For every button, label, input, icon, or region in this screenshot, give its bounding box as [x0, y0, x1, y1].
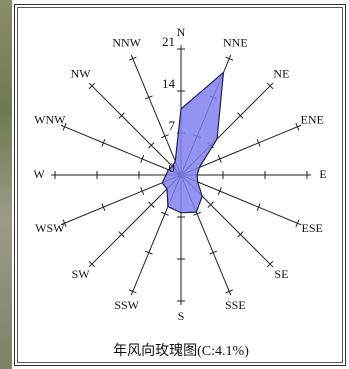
direction-label: NNW [112, 36, 141, 50]
tick-mark [148, 142, 155, 149]
tick-mark [225, 56, 234, 61]
tick-mark [256, 138, 261, 147]
map-strip [0, 0, 12, 369]
frame-inner [17, 7, 343, 363]
tick-mark [266, 260, 274, 268]
axis-line [130, 54, 182, 176]
tick-mark [266, 82, 274, 90]
tick-mark [237, 231, 244, 238]
direction-label: WNW [34, 112, 66, 126]
tick-mark [118, 112, 125, 119]
tick-mark [140, 155, 145, 163]
axis-line [60, 124, 182, 176]
tick-mark [128, 289, 137, 294]
tick-mark [62, 219, 67, 228]
direction-label: SSE [225, 298, 246, 312]
tick-mark [217, 155, 222, 163]
r-tick-label: 7 [169, 118, 176, 133]
tick-mark [140, 187, 145, 195]
chart-title: 年风向玫瑰图(C:4.1%) [113, 343, 249, 359]
tick-mark [62, 122, 67, 131]
direction-label: N [177, 25, 186, 39]
tick-mark [148, 201, 155, 208]
tick-mark [193, 211, 201, 216]
r-tick-label: 0 [169, 160, 176, 175]
axis-line [60, 174, 182, 226]
direction-label: SSW [114, 298, 139, 312]
tick-mark [295, 122, 300, 131]
r-tick-label: 14 [162, 76, 176, 91]
axis-line [180, 124, 302, 176]
direction-label: NW [71, 66, 92, 80]
axis-line [88, 82, 182, 176]
direction-label: ESE [302, 221, 323, 235]
tick-mark [237, 112, 244, 119]
tick-mark [209, 250, 218, 255]
tick-mark [118, 231, 125, 238]
rose: N NNE NE ENE E ESE SE SSE S SSW SW WSW W WNW NW NNW 0 7 14… [33, 25, 326, 323]
tick-mark [144, 95, 153, 100]
tick-mark [161, 211, 169, 216]
tick-mark [101, 203, 106, 212]
direction-label: SW [72, 267, 91, 281]
direction-label: WSW [35, 221, 65, 235]
r-tick-label: 21 [162, 34, 175, 49]
direction-label: NNE [223, 36, 248, 50]
axis-line [88, 174, 182, 268]
tick-mark [101, 138, 106, 147]
tick-mark [295, 219, 300, 228]
tick-mark [161, 134, 169, 139]
direction-label: ENE [301, 112, 324, 126]
tick-mark [144, 250, 153, 255]
tick-mark [207, 201, 214, 208]
axis-line [180, 174, 302, 226]
direction-label: S [178, 309, 185, 323]
direction-label: SE [274, 267, 288, 281]
tick-mark [88, 260, 96, 268]
tick-mark [128, 56, 137, 61]
tick-mark [217, 187, 222, 195]
tick-mark [88, 82, 96, 90]
direction-label: NE [273, 66, 289, 80]
rose-area [161, 71, 225, 214]
tick-mark [225, 289, 234, 294]
direction-label: E [319, 167, 326, 181]
direction-label: W [33, 167, 45, 181]
tick-mark [256, 203, 261, 212]
